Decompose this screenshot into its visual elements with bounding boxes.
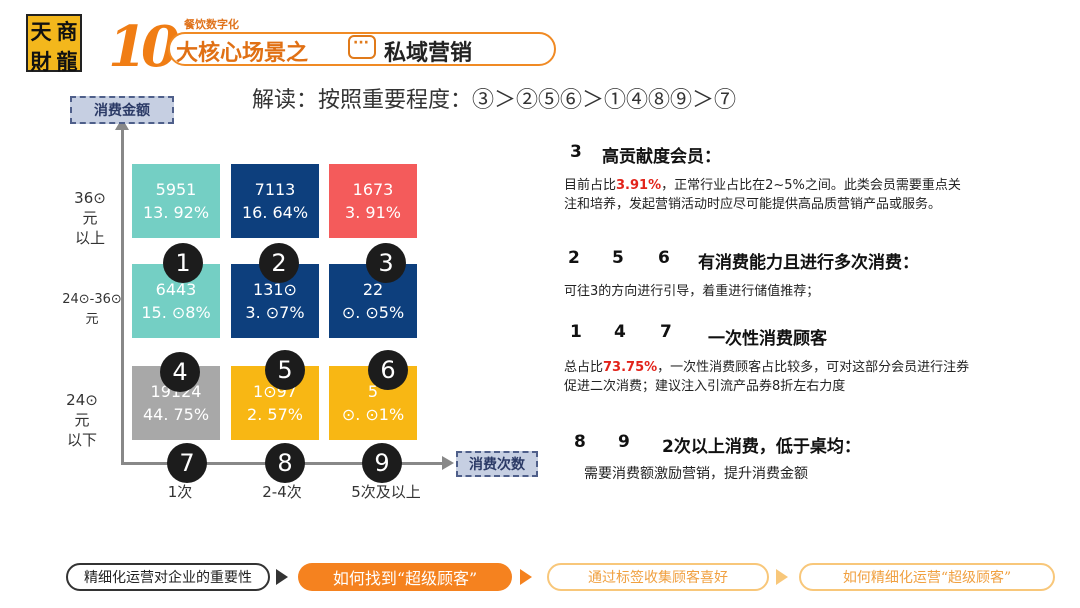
cell-percent: 13. 92% — [142, 203, 210, 222]
page-title: 大核心场景之 — [176, 41, 309, 66]
note-4-title: 2次以上消费，低于桌均： — [662, 437, 861, 457]
note-1-line2: 注和培养，发起营销活动时应尽可能提供高品质营销产品或服务。 — [564, 197, 942, 212]
cell-percent: 3. 91% — [345, 203, 401, 222]
number-circle: 2 — [259, 243, 299, 283]
x-axis-label: 消费次数 — [456, 451, 538, 477]
nav-item-refined-operation[interactable]: 如何精细化运营“超级顾客” — [799, 563, 1055, 591]
matrix-cell: 131⊙ 3. ⊙7% — [231, 264, 319, 338]
interpretation-text: 解读：按照重要程度：③＞②⑤⑥＞①④⑧⑨＞⑦ — [252, 88, 737, 113]
page-subtitle: 私域营销 — [384, 41, 473, 66]
cell-percent: 15. ⊙8% — [141, 303, 211, 322]
note-1-number: 3 — [570, 142, 582, 162]
logo: 天 商 財 龍 — [26, 14, 82, 74]
note-3-line2: 促进二次消费；建议注入引流产品券8折左右力度 — [564, 379, 846, 394]
nav-arrow-icon — [276, 569, 288, 585]
note-1-title: 高贡献度会员： — [602, 147, 721, 167]
note-3-title: 一次性消费顾客 — [708, 329, 827, 349]
y-axis-label: 消费金额 — [70, 96, 174, 124]
number-circle: 6 — [368, 350, 408, 390]
cell-percent: ⊙. ⊙5% — [341, 303, 405, 322]
note-3-number: 7 — [660, 322, 672, 342]
y-tick-high: 36⊙ 元 以上 — [74, 189, 106, 247]
highlight-percent: 3.91% — [616, 178, 662, 193]
cell-value: 7113 — [254, 180, 296, 199]
nav-arrow-icon — [520, 569, 532, 585]
x-axis-arrow-icon — [442, 456, 454, 470]
note-1-line1: 目前占比3.91%，正常行业占比在2~5%之间。此类会员需要重点关 — [564, 176, 961, 196]
note-2-number: 2 — [568, 248, 580, 268]
cell-percent: ⊙. ⊙1% — [341, 405, 405, 424]
cell-value: 1673 — [352, 180, 394, 199]
number-circle: 9 — [362, 443, 402, 483]
cell-value: 131⊙ — [253, 280, 297, 299]
cell-percent: 2. 57% — [247, 405, 303, 424]
highlight-percent: 73.75% — [603, 360, 658, 375]
cell-value: 5 — [367, 382, 379, 401]
chat-bubble-icon — [348, 35, 376, 59]
logo-char: 龍 — [56, 49, 78, 74]
cell-percent: 16. 64% — [241, 203, 309, 222]
note-2-number: 5 — [612, 248, 624, 268]
number-circle: 7 — [167, 443, 207, 483]
y-tick-mid: 24⊙-36⊙ 元 — [62, 292, 122, 327]
cell-percent: 44. 75% — [142, 405, 210, 424]
note-2-title: 有消费能力且进行多次消费： — [698, 253, 919, 273]
note-3-line1: 总占比73.75%，一次性消费顾客占比较多，可对这部分会员进行注券 — [564, 358, 969, 378]
logo-char: 商 — [56, 19, 78, 44]
note-2-line1: 可往3的方向进行引导，着重进行储值推荐； — [564, 284, 820, 299]
note-text: ，正常行业占比在2~5%之间。此类会员需要重点关 — [661, 178, 961, 193]
note-text: 目前占比 — [564, 178, 617, 193]
matrix-cell: 1673 3. 91% — [329, 164, 417, 238]
note-4-line1: 需要消费额激励营销，提升消费金额 — [584, 466, 808, 482]
nav-item-tag-preferences[interactable]: 通过标签收集顾客喜好 — [547, 563, 769, 591]
note-text: ，一次性消费顾客占比较多，可对这部分会员进行注券 — [657, 360, 970, 375]
y-tick-low: 24⊙ 元 以下 — [66, 391, 98, 449]
number-circle: 1 — [163, 243, 203, 283]
number-circle: 3 — [366, 243, 406, 283]
y-axis-line — [121, 128, 124, 464]
logo-char: 天 — [30, 19, 52, 44]
cell-value: 6443 — [155, 280, 197, 299]
nav-arrow-icon — [776, 569, 788, 585]
nav-item-importance[interactable]: 精细化运营对企业的重要性 — [66, 563, 270, 591]
note-4-number: 8 — [574, 432, 586, 452]
number-circle: 5 — [265, 350, 305, 390]
note-3-number: 4 — [614, 322, 626, 342]
matrix-cell: 5951 13. 92% — [132, 164, 220, 238]
number-circle: 4 — [160, 352, 200, 392]
nav-item-find-super-customer[interactable]: 如何找到“超级顾客” — [298, 563, 512, 591]
note-3-number: 1 — [570, 322, 582, 342]
number-circle: 8 — [265, 443, 305, 483]
cell-value: 22 — [362, 280, 384, 299]
x-tick-once: 1次 — [167, 483, 193, 501]
cell-value: 5951 — [155, 180, 197, 199]
logo-char: 財 — [30, 49, 52, 74]
header-small-label: 餐饮数字化 — [184, 18, 239, 31]
note-2-number: 6 — [658, 248, 670, 268]
note-4-number: 9 — [618, 432, 630, 452]
header-number: 10 — [108, 14, 180, 80]
note-text: 总占比 — [564, 360, 604, 375]
x-tick-2-4: 2-4次 — [262, 483, 302, 501]
cell-percent: 3. ⊙7% — [245, 303, 305, 322]
x-tick-5-plus: 5次及以上 — [351, 483, 421, 501]
matrix-cell: 7113 16. 64% — [231, 164, 319, 238]
